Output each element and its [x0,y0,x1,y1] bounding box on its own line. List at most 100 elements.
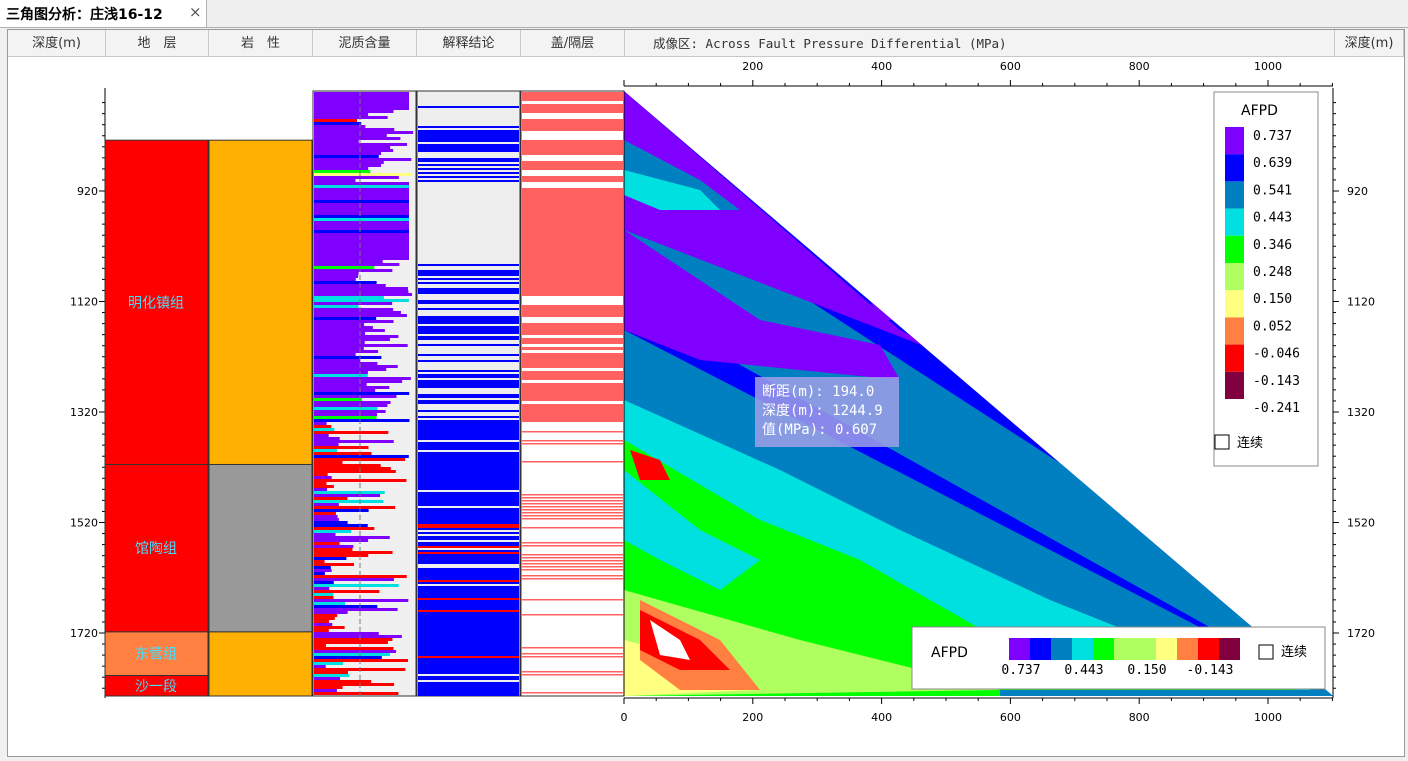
legend-swatch [1225,344,1244,372]
legend-value: 0.052 [1253,319,1292,334]
legend-value: 0.248 [1253,265,1292,280]
x-top-label: 800 [1129,60,1150,73]
x-bottom-label: 0 [621,711,628,724]
depth-label-right: 1320 [1347,406,1375,419]
formation-label: 馆陶组 [135,541,177,557]
depth-label-right: 1520 [1347,517,1375,530]
legend-value: -0.241 [1253,401,1300,416]
bottom-legend-swatch [1135,638,1156,660]
legend-swatch [1225,181,1244,209]
interpretation-track [416,90,521,697]
bottom-continuous-label: 连续 [1281,644,1307,660]
formation-block [104,631,209,677]
shale-track [312,90,417,697]
header-depth-right: 深度(m) [1335,30,1404,57]
depth-label-left: 1520 [70,517,98,530]
bottom-legend[interactable]: AFPD 0.737 0.443 0.150 -0.143 连续 [911,626,1326,690]
formation-label: 东营组 [135,647,177,663]
header-formation: 地 层 [106,30,209,57]
header-lithology: 岩 性 [209,30,313,57]
tab-title: 三角图分析：庄浅16-12 [6,7,163,23]
tab-bar: 三角图分析：庄浅16-12 × [0,0,1408,28]
depth-label-right: 1720 [1347,627,1375,640]
legend-value: 0.541 [1253,183,1292,198]
header-cap-layer: 盖/隔层 [521,30,625,57]
legend-title: AFPD [1241,103,1278,119]
lithology-block [208,631,313,697]
bottom-legend-title: AFPD [931,645,968,661]
value-tooltip: 断距(m): 194.0 深度(m): 1244.9 值(MPa): 0.607 [755,377,899,447]
depth-axis-left: 920 1120 1320 1520 1720 [70,88,106,698]
formation-label: 明化镇组 [128,295,184,311]
header-depth-left: 深度(m) [8,30,106,57]
bottom-continuous-checkbox[interactable] [1258,644,1274,660]
bottom-legend-label: 0.737 [1001,663,1040,678]
depth-label-right: 920 [1347,185,1368,198]
bottom-legend-swatch [1030,638,1051,660]
x-top-label: 400 [871,60,892,73]
legend-swatch [1225,317,1244,345]
legend-value: 0.150 [1253,292,1292,307]
bottom-legend-swatch [1156,638,1177,660]
bottom-legend-swatch [1093,638,1114,660]
bottom-legend-label: -0.143 [1187,663,1234,678]
formation-block [104,675,209,697]
legend-continuous-checkbox[interactable] [1214,434,1230,450]
x-axis-bottom: 0 200 400 600 800 1000 [621,697,1333,724]
bottom-legend-swatch [1177,638,1198,660]
legend-swatch [1225,208,1244,236]
x-bottom-label: 1000 [1254,711,1282,724]
bottom-legend-swatch [1009,638,1030,660]
tooltip-value: 值(MPa): 0.607 [762,422,877,438]
tooltip-offset: 断距(m): 194.0 [762,384,874,400]
color-legend[interactable]: AFPD 0.737 0.639 0.541 0.443 0.346 0.248 0.150… [1213,91,1319,467]
bottom-legend-swatch [1072,638,1093,660]
legend-value: -0.046 [1253,347,1300,362]
document-tab[interactable]: 三角图分析：庄浅16-12 × [0,0,207,27]
formation-label: 沙一段 [135,679,177,695]
bottom-legend-swatch [1219,638,1240,660]
close-icon[interactable]: × [189,3,202,21]
legend-swatch [1225,154,1244,182]
bottom-legend-label: 0.443 [1064,663,1103,678]
cap-layer-track [520,90,625,697]
bottom-legend-swatch [1198,638,1219,660]
x-top-label: 1000 [1254,60,1282,73]
x-top-label: 600 [1000,60,1021,73]
formation-block [104,139,209,465]
x-bottom-label: 400 [871,711,892,724]
bottom-legend-swatch [1114,638,1135,660]
x-bottom-label: 200 [742,711,763,724]
legend-value: 0.639 [1253,156,1292,171]
lithology-track [208,139,313,697]
x-top-label: 200 [742,60,763,73]
tooltip-depth: 深度(m): 1244.9 [762,403,883,419]
legend-value: -0.143 [1253,374,1300,389]
x-axis-top: 200 400 600 800 1000 [623,60,1333,87]
x-bottom-label: 600 [1000,711,1021,724]
legend-swatch [1225,235,1244,263]
header-image-zone: 成像区: Across Fault Pressure Differential … [625,30,1335,57]
lithology-block [208,463,313,633]
depth-axis-right: 920 1120 1320 1520 1720 [1332,88,1375,698]
legend-value: 0.737 [1253,129,1292,144]
legend-swatch [1225,263,1244,291]
bottom-legend-label: 0.150 [1127,663,1166,678]
legend-value: 0.443 [1253,211,1292,226]
header-shale: 泥质含量 [313,30,417,57]
depth-label-left: 1120 [70,296,98,309]
depth-label-left: 1720 [70,627,98,640]
legend-swatch [1225,290,1244,318]
legend-value: 0.346 [1253,238,1292,253]
legend-swatch [1225,127,1244,155]
header-interpretation: 解释结论 [417,30,521,57]
lithology-block [208,139,313,465]
depth-label-right: 1120 [1347,296,1375,309]
x-bottom-label: 800 [1129,711,1150,724]
legend-swatch [1225,371,1244,399]
bottom-legend-swatch [1051,638,1072,660]
depth-label-left: 920 [77,185,98,198]
depth-label-left: 1320 [70,406,98,419]
